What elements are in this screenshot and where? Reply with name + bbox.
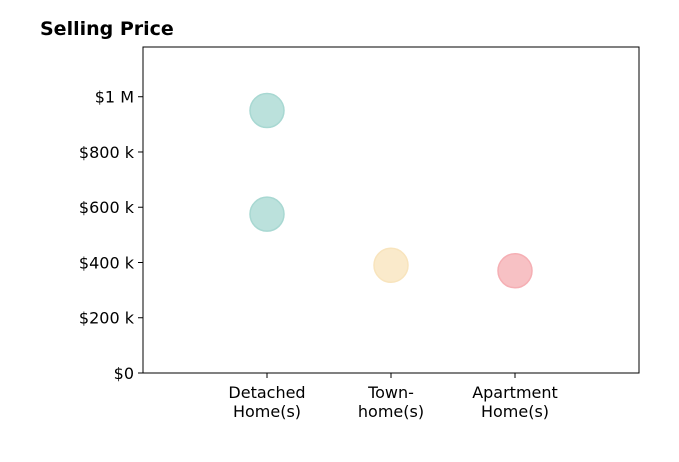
data-point	[249, 196, 285, 232]
data-point	[249, 92, 285, 129]
y-tick-label: $1 M	[95, 88, 134, 107]
x-tick-label-line: Home(s)	[481, 402, 549, 421]
data-point	[497, 253, 533, 289]
y-tick-label: $200 k	[79, 309, 135, 328]
y-tick-label: $0	[114, 364, 134, 383]
x-tick-label: Detached Home(s)	[228, 383, 305, 421]
x-tick-label-line: Town-	[367, 383, 414, 402]
x-tick-label: Town-home(s)	[358, 383, 424, 421]
x-tick-label-line: Apartment	[472, 383, 558, 402]
chart-title: Selling Price	[40, 18, 174, 40]
y-tick-label: $400 k	[79, 253, 135, 272]
data-point	[373, 247, 409, 284]
plot-frame	[142, 46, 640, 374]
y-tick-label: $600 k	[79, 198, 135, 217]
x-tick-label: Apartment Home(s)	[472, 383, 558, 421]
x-tick-label-line: Detached	[228, 383, 305, 402]
y-tick-label: $800 k	[79, 143, 135, 162]
x-tick-label-line: Home(s)	[233, 402, 301, 421]
x-tick-label-line: home(s)	[358, 402, 424, 421]
